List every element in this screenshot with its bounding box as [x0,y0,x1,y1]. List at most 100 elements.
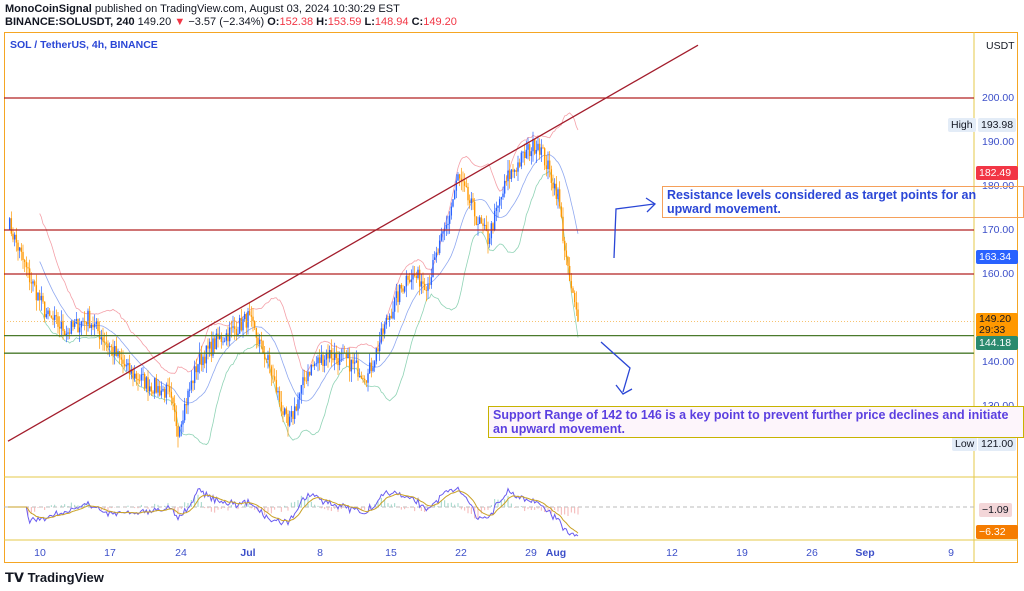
candle-body [143,374,146,389]
candle-body [177,426,179,437]
publisher[interactable]: MonoCoinSignal [5,3,92,15]
bb-basis [39,154,579,404]
candle-body [78,327,81,333]
time-tick: 10 [34,547,46,559]
resistance-note[interactable]: Resistance levels considered as target p… [662,186,1024,218]
high-label: High [948,118,976,132]
candle-body [115,346,118,357]
candle-body [80,321,83,328]
candle-body [258,339,261,345]
candle-body [398,284,401,303]
candle-body [447,223,449,226]
candle-body [377,348,379,352]
candle-body [268,355,271,367]
candle-body [328,350,331,359]
candle-body [155,378,158,393]
candle-body [255,328,258,338]
candle-body [575,302,578,310]
candle-body [350,359,353,372]
candle-body [530,151,533,157]
candle-body [133,373,136,379]
candle-body [87,310,89,325]
time-tick: 8 [317,547,323,559]
candle-body [470,198,473,204]
candle-body [367,373,369,383]
candle-body [332,358,334,361]
candle-body [137,378,139,381]
candle-body [58,326,61,329]
candle-body [263,352,266,360]
time-tick: 24 [175,547,187,559]
candle-body [167,384,169,387]
candle-body [128,363,131,374]
l-label: L: [364,16,375,28]
candle-body [248,311,251,316]
candle-body [225,333,228,341]
candle-body [357,360,359,377]
candle-body [12,233,14,240]
low-value: 121.00 [978,437,1017,451]
candle-body [515,170,518,172]
candle-body [373,361,376,368]
candle-body [145,377,148,389]
candle-body [502,193,504,198]
candle-body [68,332,71,334]
candle-body [220,335,223,342]
candle-body [172,397,174,404]
candle-body [300,385,303,394]
candle-body [558,189,561,207]
candle-body [392,311,394,319]
candle-body [560,206,563,217]
candle-body [110,346,113,347]
support-note[interactable]: Support Range of 142 to 146 is a key poi… [488,406,1024,438]
candle-body [490,223,493,239]
candle-body [310,365,313,376]
candle-body [105,342,108,344]
candle-body [237,333,239,337]
candle-body [33,281,36,286]
candle-body [482,223,484,226]
candle-body [8,218,11,230]
candle-body [280,401,283,412]
candle-body [472,198,474,202]
candle-body [290,411,293,417]
candle-body [20,247,23,252]
bb-lower-tag: 144.18 [976,336,1018,350]
candle-body [358,376,361,377]
candle-body [95,321,98,324]
candle-body [48,310,51,316]
candle-body [507,170,509,182]
candle-body [40,295,43,301]
candle-body [182,420,184,425]
candle-body [170,391,173,398]
candle-body [277,391,279,393]
candle-body [162,388,164,391]
candle-body [213,338,216,350]
c-label: C: [411,16,424,28]
candle-body [302,377,304,386]
candle-body [538,143,541,155]
candle-body [563,240,566,251]
candle-body [475,216,478,225]
candle-body [198,353,201,365]
candle-body [53,315,56,320]
tradingview-logo[interactable]: 𝗧𝗩 TradingView [5,570,104,586]
candle-body [545,165,548,170]
bb-upper-tag: 182.49 [976,166,1018,180]
osc-signal-line [8,490,579,534]
candle-body [223,340,226,342]
candle-body [160,390,163,396]
candle-body [488,238,491,244]
candle-body [535,149,538,154]
candle-body [402,288,404,292]
candle-body [495,207,498,211]
candle-body [148,386,151,392]
candle-body [55,315,58,317]
candle-body [308,371,311,376]
candle-body [142,374,144,375]
candle-body [338,353,341,366]
candle-body [288,416,291,426]
candle-body [487,230,489,244]
candle-body [388,315,391,320]
